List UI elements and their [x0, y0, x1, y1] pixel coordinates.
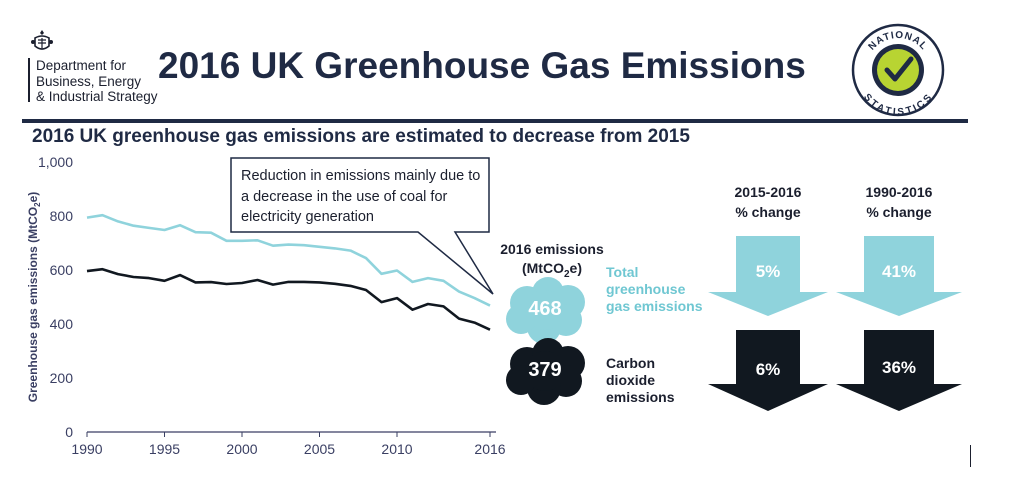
x-tick-label: 2010 — [381, 441, 412, 457]
y-tick-label: 0 — [65, 424, 73, 440]
y-tick-label: 600 — [50, 262, 74, 278]
co2-change-2015-2016: 6% — [755, 360, 781, 379]
y-tick-label: 200 — [50, 370, 74, 386]
x-tick-label: 1990 — [71, 441, 102, 457]
callout-text: Reduction in emissions mainly due to a d… — [241, 168, 481, 225]
callout-box — [230, 157, 494, 295]
x-tick-label: 1995 — [149, 441, 180, 457]
emissions-heading-line2: (MtCO2e) — [521, 260, 582, 280]
y-tick-label: 1,000 — [38, 154, 73, 170]
co2-emissions-value: 379 — [528, 359, 562, 381]
total-change-2015-2016: 5% — [755, 262, 781, 281]
page-title: 2016 UK Greenhouse Gas Emissions — [158, 45, 806, 86]
col-header-1990-2016: 1990-2016 % change — [865, 184, 933, 220]
arrow-total-1990-2016 — [836, 236, 962, 316]
y-tick-label: 400 — [50, 316, 74, 332]
total-emissions-line — [86, 213, 491, 307]
chart-subtitle: 2016 UK greenhouse gas emissions are est… — [32, 126, 690, 147]
x-tick-label: 2005 — [304, 441, 335, 457]
emissions-heading-line1: 2016 emissions — [500, 241, 604, 257]
edge-marker — [970, 445, 971, 467]
header-rule — [22, 119, 968, 123]
total-emissions-cloud — [506, 277, 585, 344]
total-change-1990-2016: 41% — [881, 262, 917, 281]
national-statistics-badge-icon: NATIONAL STATISTICS — [851, 23, 945, 117]
arrow-co2-1990-2016 — [836, 330, 962, 411]
royal-crest-icon — [31, 30, 53, 50]
arrow-co2-2015-2016 — [708, 330, 828, 411]
co2-emissions-cloud — [506, 338, 585, 405]
arrow-total-2015-2016 — [708, 236, 828, 316]
x-tick-label: 2016 — [474, 441, 505, 457]
emissions-heading: 2016 emissions (MtCO2e) — [484, 240, 620, 284]
co2-emissions-line — [86, 267, 491, 331]
department-name: Department for Business, Energy & Indust… — [36, 58, 158, 104]
x-tick-label: 2000 — [226, 441, 257, 457]
y-axis-label: Greenhouse gas emissions (MtCO2e) — [26, 192, 42, 403]
total-emissions-value: 468 — [528, 298, 562, 320]
col-header-2015-2016: 2015-2016 % change — [734, 184, 802, 220]
chart-axes: 0 200 400 600 800 1,000 1990 1995 2000 2005 2010 20… — [26, 154, 506, 457]
co2-change-1990-2016: 36% — [881, 358, 917, 377]
chart-series — [86, 213, 491, 331]
department-divider — [28, 58, 30, 102]
y-tick-label: 800 — [50, 208, 74, 224]
co2-emissions-label: Carbon dioxide emissions — [606, 355, 675, 405]
total-emissions-label: Total greenhouse gas emissions — [606, 264, 703, 314]
